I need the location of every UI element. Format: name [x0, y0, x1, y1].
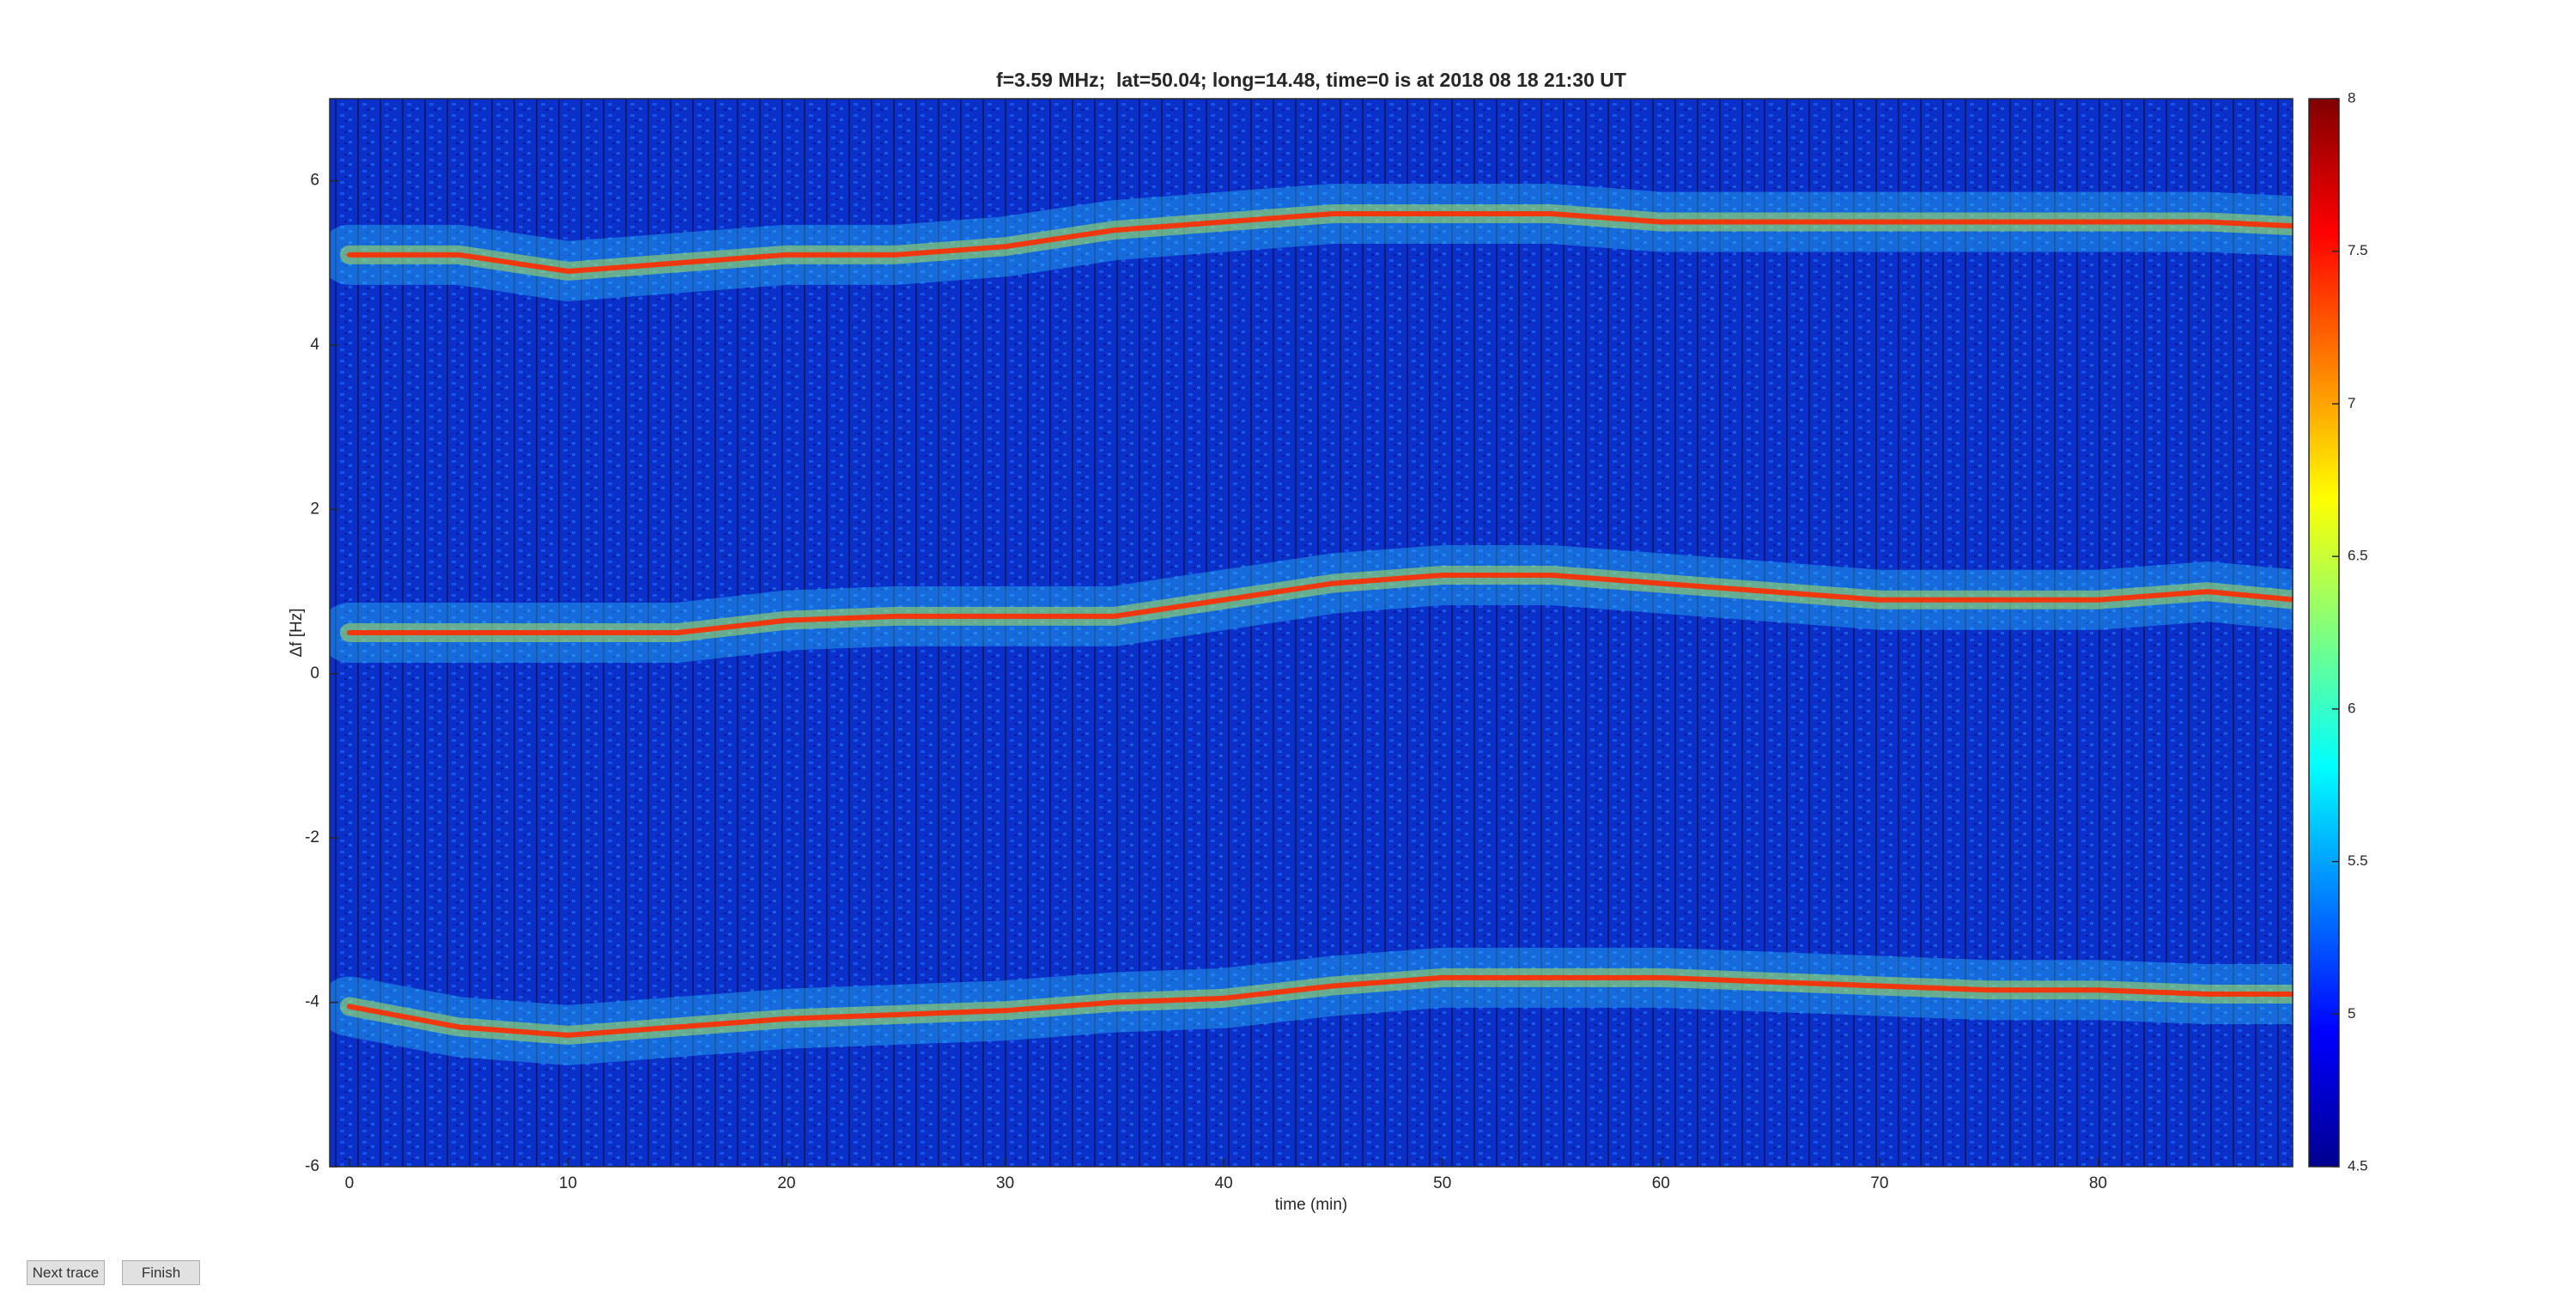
x-tick-label: 0: [345, 1174, 355, 1192]
y-tick-label: 6: [310, 172, 319, 190]
ridge-core: [346, 573, 2293, 635]
x-tick-label: 80: [2089, 1174, 2107, 1192]
colorbar: [2308, 98, 2340, 1168]
x-axis-label: time (min): [1275, 1196, 1347, 1214]
plot-frame: [329, 98, 2293, 1168]
colorbar-tick-label: 7: [2348, 395, 2355, 411]
x-tick-label: 70: [1870, 1174, 1888, 1192]
x-tick-label: 60: [1652, 1174, 1670, 1192]
x-tick-label: 20: [777, 1174, 795, 1192]
ridge-core: [346, 210, 2293, 274]
x-tick-label: 50: [1433, 1174, 1451, 1192]
finish-button[interactable]: Finish: [122, 1260, 200, 1285]
colorbar-tick-label: 7.5: [2348, 242, 2368, 258]
colorbar-tick-label: 5.5: [2348, 852, 2368, 869]
y-tick-label: -6: [305, 1157, 319, 1175]
y-tick-label: 2: [310, 500, 319, 518]
y-axis-label: Δf [Hz]: [288, 608, 306, 657]
x-tick-label: 10: [559, 1174, 577, 1192]
ridge-core: [346, 974, 2293, 1038]
colorbar-tick-label: 4.5: [2348, 1157, 2368, 1174]
chart: f=3.59 MHz; lat=50.04; long=14.48, time=…: [288, 69, 2368, 1214]
y-tick-label: 4: [310, 336, 319, 354]
y-tick-label: 0: [310, 664, 319, 682]
x-tick-label: 40: [1215, 1174, 1233, 1192]
colorbar-tick-label: 5: [2348, 1005, 2355, 1022]
next-trace-button[interactable]: Next trace: [27, 1260, 105, 1285]
x-tick-label: 30: [996, 1174, 1014, 1192]
ridges: [330, 183, 2293, 1065]
chart-title: f=3.59 MHz; lat=50.04; long=14.48, time=…: [996, 69, 1626, 91]
colorbar-tick-label: 6.5: [2348, 548, 2368, 564]
colorbar-tick-label: 8: [2348, 89, 2355, 106]
y-tick-label: -4: [305, 993, 319, 1011]
y-tick-label: -2: [305, 828, 319, 846]
colorbar-tick-label: 6: [2348, 700, 2355, 716]
